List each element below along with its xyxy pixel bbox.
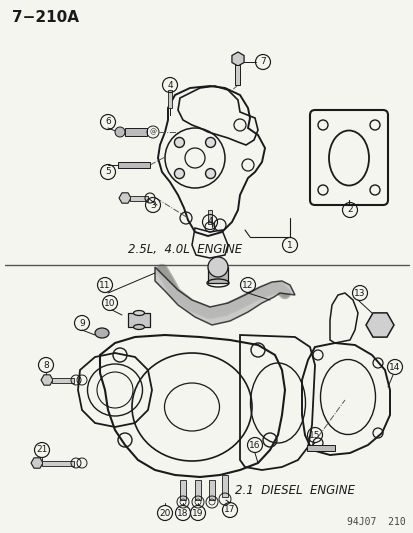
Text: 8: 8 [43, 360, 49, 369]
Bar [130, 196, 147, 200]
Text: 9: 9 [79, 319, 85, 327]
Circle shape [174, 138, 184, 148]
Bar [209, 480, 214, 500]
Circle shape [205, 138, 215, 148]
Text: 13: 13 [354, 288, 365, 297]
Text: 14: 14 [388, 362, 400, 372]
Text: 2.5L,  4.0L  ENGINE: 2.5L, 4.0L ENGINE [128, 244, 242, 256]
Text: 12: 12 [242, 280, 253, 289]
Bar [235, 65, 240, 85]
Bar [221, 475, 228, 497]
Text: 18: 18 [177, 508, 188, 518]
Text: 5: 5 [105, 167, 111, 176]
Text: 11: 11 [99, 280, 111, 289]
Circle shape [205, 168, 215, 179]
Text: 10: 10 [104, 298, 116, 308]
Bar [168, 90, 171, 108]
Text: 4: 4 [206, 217, 212, 227]
Bar [52, 377, 74, 383]
Bar [195, 480, 201, 500]
Bar [125, 128, 147, 136]
Bar [128, 313, 150, 327]
Text: 16: 16 [249, 440, 260, 449]
Ellipse shape [133, 325, 144, 329]
Text: 6: 6 [105, 117, 111, 126]
Text: 94J07  210: 94J07 210 [347, 517, 405, 527]
Text: 20: 20 [159, 508, 170, 518]
Bar [207, 267, 228, 283]
Text: 7−210A: 7−210A [12, 11, 79, 26]
Bar [207, 210, 211, 224]
Text: 2: 2 [347, 206, 352, 214]
Text: 19: 19 [192, 508, 203, 518]
Circle shape [174, 168, 184, 179]
Text: 17: 17 [224, 505, 235, 514]
Text: 2.1  DIESEL  ENGINE: 2.1 DIESEL ENGINE [235, 483, 354, 497]
Text: 3: 3 [150, 200, 156, 209]
Text: 15: 15 [309, 431, 320, 440]
Text: 1: 1 [287, 240, 292, 249]
Ellipse shape [95, 328, 109, 338]
Text: 4: 4 [167, 80, 172, 90]
Ellipse shape [133, 311, 144, 316]
Text: 7: 7 [259, 58, 265, 67]
Polygon shape [154, 267, 294, 325]
Bar [42, 461, 74, 465]
Bar [306, 445, 334, 451]
Bar [180, 480, 185, 500]
Circle shape [207, 257, 228, 277]
Text: 21: 21 [36, 446, 47, 455]
Bar [118, 162, 150, 168]
Text: @: @ [149, 129, 156, 135]
Circle shape [115, 127, 125, 137]
